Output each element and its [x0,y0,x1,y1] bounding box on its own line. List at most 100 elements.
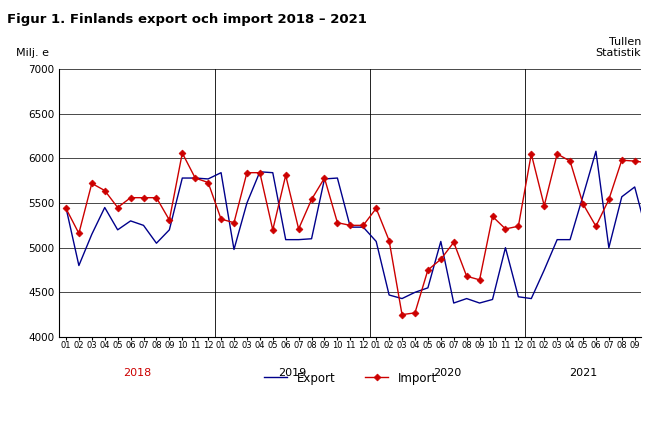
Export [411,290,419,295]
Export [204,176,212,181]
Export [165,227,173,232]
Text: 2020: 2020 [433,368,461,378]
Import [191,175,199,181]
Export [449,300,457,305]
Import [269,227,277,232]
Text: Tullen
Statistik: Tullen Statistik [596,37,641,58]
Import [631,159,639,164]
Import [488,214,496,219]
Import [360,223,368,228]
Import [463,273,471,279]
Import [165,217,173,222]
Import [62,206,70,211]
Import [178,150,186,156]
Import [398,312,406,317]
Export [592,149,600,154]
Import [527,151,535,156]
Import [295,226,303,232]
Import [476,277,484,283]
Import [243,170,251,175]
Export [385,292,393,298]
Import [346,223,354,228]
Export [230,247,238,252]
Import [204,180,212,185]
Export [321,176,329,181]
Export [605,245,613,250]
Text: 2021: 2021 [569,368,597,378]
Export [62,205,70,210]
Import [566,159,574,164]
Export [153,241,161,246]
Export [333,175,341,181]
Export [398,296,406,301]
Export [269,170,277,175]
Import [100,188,108,193]
Export [566,237,574,242]
Import [644,160,652,165]
Export [514,294,522,299]
Import [282,173,290,178]
Import [372,206,380,211]
Export [139,223,147,228]
Export [631,184,639,190]
Import [385,238,393,243]
Export [346,225,354,230]
Export [618,194,626,200]
Export [191,175,199,181]
Export [463,296,471,301]
Import [139,195,147,200]
Export [502,245,510,250]
Import [307,197,315,202]
Export [372,239,380,244]
Text: 2019: 2019 [278,368,306,378]
Import [449,240,457,245]
Text: 2018: 2018 [123,368,151,378]
Import [656,116,661,121]
Import [424,267,432,273]
Export [476,300,484,305]
Import [230,220,238,225]
Import [437,257,445,262]
Import [502,226,510,232]
Export [282,237,290,242]
Import [256,170,264,175]
Import [540,203,548,208]
Import [153,195,161,200]
Export [424,285,432,290]
Export [114,227,122,232]
Legend: Export, Import: Export, Import [264,372,437,384]
Export [437,239,445,244]
Import [579,201,587,206]
Export [553,237,561,242]
Import [618,158,626,163]
Import [217,216,225,222]
Import [75,231,83,236]
Export [75,263,83,268]
Export [178,175,186,181]
Text: Milj. e: Milj. e [16,48,49,58]
Export [88,232,96,237]
Import [114,205,122,210]
Import [321,175,329,181]
Export [527,296,535,301]
Import [605,197,613,202]
Export [540,267,548,273]
Import [333,220,341,225]
Text: Figur 1. Finlands export och import 2018 – 2021: Figur 1. Finlands export och import 2018… [7,13,366,26]
Export [488,297,496,302]
Export [295,237,303,242]
Export [100,205,108,210]
Export [243,200,251,206]
Export [644,233,652,238]
Export [579,193,587,198]
Import [553,151,561,156]
Import [592,224,600,229]
Import [411,310,419,315]
Export [307,236,315,241]
Line: Export: Export [66,109,661,303]
Export [127,218,135,223]
Export [217,170,225,175]
Import [127,195,135,200]
Import [514,224,522,229]
Export [656,193,661,198]
